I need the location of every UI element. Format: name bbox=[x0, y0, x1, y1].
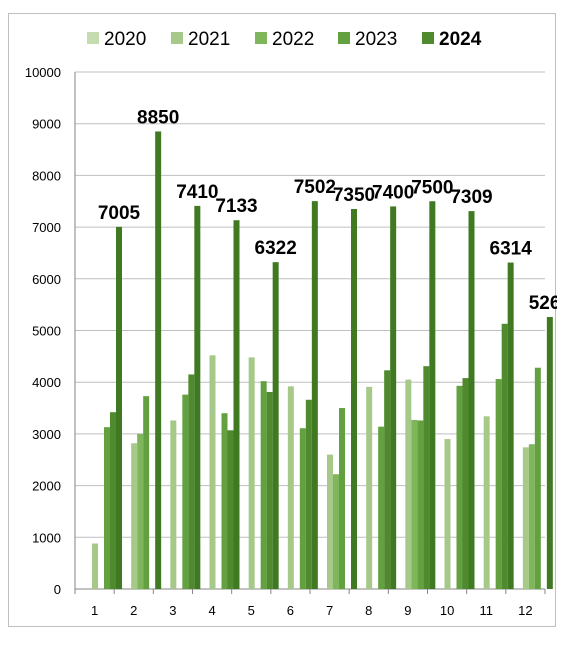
bar-chart: 0 1000 2000 3000 4000 5000 6000 7000 8000 9000 100… bbox=[25, 29, 557, 618]
bar-2023-12 bbox=[534, 367, 541, 589]
bar-2021-6 bbox=[287, 386, 294, 589]
bar-highlight-3 bbox=[194, 205, 201, 589]
data-label-2: 8850 bbox=[137, 107, 179, 128]
legend-label-2021: 2021 bbox=[188, 29, 230, 50]
legend-swatch-2020 bbox=[87, 32, 99, 44]
bar-2023-6 bbox=[299, 428, 306, 589]
data-label-11: 6314 bbox=[490, 239, 533, 260]
bar-2024-4 bbox=[227, 430, 234, 589]
bar-2023-2 bbox=[143, 396, 150, 589]
data-label-6: 7502 bbox=[294, 177, 336, 198]
y-tick-label: 0 bbox=[54, 582, 61, 597]
y-tick-label: 8000 bbox=[32, 168, 61, 183]
bar-2022-9 bbox=[411, 419, 418, 589]
bar-2024-9 bbox=[423, 366, 430, 589]
legend-label-2023: 2023 bbox=[355, 29, 397, 50]
data-label-1: 7005 bbox=[98, 203, 141, 224]
bar-2021-7 bbox=[327, 454, 333, 589]
bar-2024-6 bbox=[305, 399, 312, 589]
x-tick-label: 10 bbox=[440, 603, 454, 618]
bar-2023-3 bbox=[182, 394, 189, 589]
bar-highlight-9 bbox=[429, 201, 436, 589]
data-label-8: 7400 bbox=[372, 182, 414, 203]
data-label-9: 7500 bbox=[411, 177, 453, 198]
y-tick-label: 1000 bbox=[32, 530, 61, 545]
bar-2021-12 bbox=[522, 447, 529, 589]
bar-2023-10 bbox=[456, 385, 463, 589]
legend-label-2022: 2022 bbox=[272, 29, 314, 50]
bar-highlight-4 bbox=[233, 220, 240, 589]
bar-2023-1 bbox=[104, 427, 110, 589]
bar-2021-5 bbox=[248, 357, 255, 589]
bar-2023-4 bbox=[221, 413, 228, 589]
legend-swatch-2021 bbox=[171, 32, 183, 44]
bar-highlight-6 bbox=[311, 201, 318, 589]
bar-2021-2 bbox=[131, 443, 138, 589]
bar-2024-5 bbox=[266, 392, 273, 589]
bar-2023-8 bbox=[378, 426, 385, 589]
x-tick-label: 6 bbox=[287, 603, 294, 618]
y-tick-label: 3000 bbox=[32, 427, 61, 442]
x-tick-label: 12 bbox=[518, 603, 532, 618]
y-tick-label: 5000 bbox=[32, 324, 61, 339]
bar-2024-10 bbox=[462, 378, 469, 589]
bar-highlight-2 bbox=[155, 131, 162, 589]
bar-2023-11 bbox=[495, 379, 502, 589]
bar-highlight-1 bbox=[116, 226, 122, 590]
bar-2021-10 bbox=[444, 439, 451, 589]
bar-2021-8 bbox=[366, 386, 373, 589]
data-label-4: 7133 bbox=[215, 196, 257, 217]
bar-2024-1 bbox=[110, 412, 116, 589]
bar-2024-8 bbox=[384, 370, 391, 589]
legend-swatch-2022 bbox=[255, 32, 267, 44]
y-tick-label: 4000 bbox=[32, 375, 61, 390]
bar-highlight-12 bbox=[546, 317, 553, 589]
bar-2023-5 bbox=[260, 381, 267, 589]
bar-highlight-10 bbox=[468, 211, 475, 589]
bar-2023-7 bbox=[339, 408, 345, 589]
legend-label-2024: 2024 bbox=[439, 29, 482, 50]
y-tick-label: 6000 bbox=[32, 272, 61, 287]
y-tick-label: 10000 bbox=[25, 65, 61, 80]
bar-2021-1 bbox=[92, 543, 98, 589]
x-tick-label: 1 bbox=[91, 603, 98, 618]
bar-2021-4 bbox=[209, 355, 216, 589]
x-tick-label: 3 bbox=[169, 603, 176, 618]
y-tick-label: 9000 bbox=[32, 117, 61, 132]
bar-2021-9 bbox=[405, 379, 412, 589]
bar-2024-11 bbox=[501, 323, 508, 589]
legend-swatch-2024 bbox=[422, 32, 434, 44]
y-tick-label: 7000 bbox=[32, 220, 61, 235]
x-tick-label: 4 bbox=[208, 603, 215, 618]
y-tick-label: 2000 bbox=[32, 479, 61, 494]
legend-label-2020: 2020 bbox=[104, 29, 146, 50]
bar-highlight-5 bbox=[272, 262, 279, 589]
x-tick-label: 7 bbox=[326, 603, 333, 618]
bar-highlight-11 bbox=[507, 262, 514, 589]
data-label-5: 6322 bbox=[255, 238, 297, 259]
data-label-10: 7309 bbox=[450, 187, 492, 208]
bar-highlight-8 bbox=[390, 206, 397, 590]
bar-2022-7 bbox=[333, 474, 339, 589]
data-label-7: 7350 bbox=[333, 185, 375, 206]
bar-highlight-7 bbox=[351, 209, 357, 589]
x-tick-label: 9 bbox=[404, 603, 411, 618]
bar-2022-12 bbox=[528, 444, 535, 589]
bar-2024-3 bbox=[188, 374, 195, 589]
chart-frame: 0 1000 2000 3000 4000 5000 6000 7000 8000 9000 100… bbox=[8, 13, 557, 627]
x-tick-label: 5 bbox=[248, 603, 255, 618]
bar-2022-2 bbox=[137, 433, 144, 589]
bar-2023-9 bbox=[417, 420, 424, 589]
bar-2021-3 bbox=[170, 420, 177, 589]
bar-2021-11 bbox=[483, 416, 490, 589]
x-tick-label: 8 bbox=[365, 603, 372, 618]
legend-swatch-2023 bbox=[338, 32, 350, 44]
x-tick-label: 2 bbox=[130, 603, 137, 618]
data-label-3: 7410 bbox=[176, 182, 218, 203]
x-tick-label: 11 bbox=[480, 603, 494, 618]
